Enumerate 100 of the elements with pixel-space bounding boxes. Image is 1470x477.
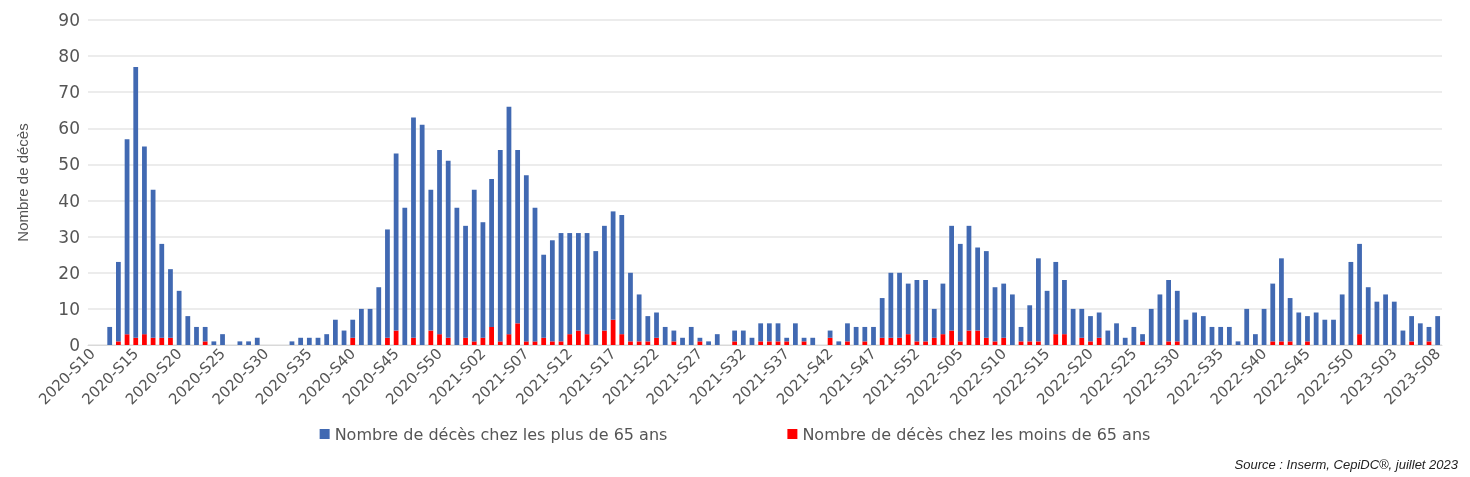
bar — [254, 337, 260, 345]
bar — [419, 124, 425, 345]
bar — [1270, 341, 1276, 345]
bar — [1140, 334, 1145, 342]
bar — [220, 334, 225, 345]
bar — [306, 337, 312, 345]
bar — [1036, 341, 1041, 345]
bar — [862, 341, 868, 345]
bar — [1305, 316, 1310, 342]
bar — [810, 337, 816, 345]
bar — [1122, 337, 1128, 345]
bar — [957, 341, 963, 345]
bar — [1001, 337, 1007, 345]
bar — [1114, 323, 1119, 345]
bar — [740, 330, 746, 345]
y-tick-label: 90 — [58, 10, 80, 30]
bar — [706, 341, 711, 345]
bar — [957, 243, 963, 342]
bar — [411, 117, 416, 338]
bar — [1279, 341, 1284, 345]
bar — [1383, 294, 1388, 345]
bar — [992, 341, 998, 345]
bar — [385, 229, 390, 338]
bar — [1279, 258, 1284, 342]
bar — [931, 308, 937, 338]
bar — [845, 341, 850, 345]
bar — [671, 330, 677, 342]
bar — [619, 215, 625, 335]
bar — [194, 326, 199, 345]
bar — [732, 341, 738, 345]
bar — [636, 294, 642, 342]
bar — [1417, 323, 1423, 345]
bar — [879, 298, 885, 338]
bar — [654, 312, 659, 338]
bar — [888, 272, 894, 338]
bar — [628, 272, 633, 342]
bar — [983, 251, 989, 338]
bar — [437, 334, 442, 345]
bar — [445, 160, 451, 338]
bar — [237, 341, 243, 345]
bar — [983, 337, 989, 345]
bar — [758, 341, 764, 345]
bar — [411, 337, 416, 345]
bar — [1018, 341, 1024, 345]
bar — [1322, 319, 1328, 345]
bar — [576, 330, 581, 345]
bar — [1096, 337, 1102, 345]
bar — [1296, 312, 1302, 345]
bar — [836, 341, 842, 345]
bar — [549, 240, 555, 342]
bar — [766, 323, 772, 342]
bar — [914, 341, 920, 345]
bar — [931, 337, 937, 345]
bar — [1409, 316, 1415, 342]
bar — [1200, 316, 1206, 345]
bar — [159, 337, 165, 345]
y-tick-label: 60 — [58, 118, 80, 139]
y-tick-label: 40 — [58, 190, 80, 211]
bar — [1070, 308, 1076, 345]
bar — [619, 334, 625, 345]
bar — [107, 326, 113, 345]
bar — [133, 337, 139, 345]
bar — [185, 316, 191, 345]
bar — [593, 251, 599, 345]
bar — [515, 323, 521, 345]
bar — [1166, 341, 1171, 345]
bar — [1166, 280, 1171, 342]
bar — [1053, 261, 1059, 335]
bar — [1253, 334, 1258, 345]
y-tick-label: 80 — [58, 46, 80, 67]
bar — [602, 330, 607, 345]
bar — [376, 287, 382, 345]
bar — [654, 337, 659, 345]
y-tick-label: 50 — [58, 154, 80, 175]
bar — [211, 341, 217, 345]
bar — [1036, 258, 1041, 342]
bar — [697, 341, 703, 345]
bar — [463, 337, 468, 345]
bar — [454, 207, 460, 345]
bar — [1331, 319, 1336, 345]
bar — [662, 326, 668, 345]
bar — [576, 233, 581, 331]
bar — [549, 341, 555, 345]
bar — [845, 323, 850, 342]
bar — [1001, 283, 1007, 338]
bar — [298, 337, 304, 345]
bar — [1174, 341, 1180, 345]
bar — [1357, 243, 1362, 335]
bar — [1313, 312, 1319, 345]
bar — [1148, 308, 1154, 345]
bar — [714, 334, 720, 345]
bar — [628, 341, 633, 345]
legend-label: Nombre de décès chez les plus de 65 ans — [334, 424, 668, 444]
bar — [1365, 287, 1371, 345]
bar — [402, 207, 408, 345]
bar — [1305, 341, 1310, 345]
bar — [923, 341, 928, 345]
bar — [897, 337, 902, 345]
bar — [324, 334, 330, 345]
bar — [1027, 305, 1033, 342]
